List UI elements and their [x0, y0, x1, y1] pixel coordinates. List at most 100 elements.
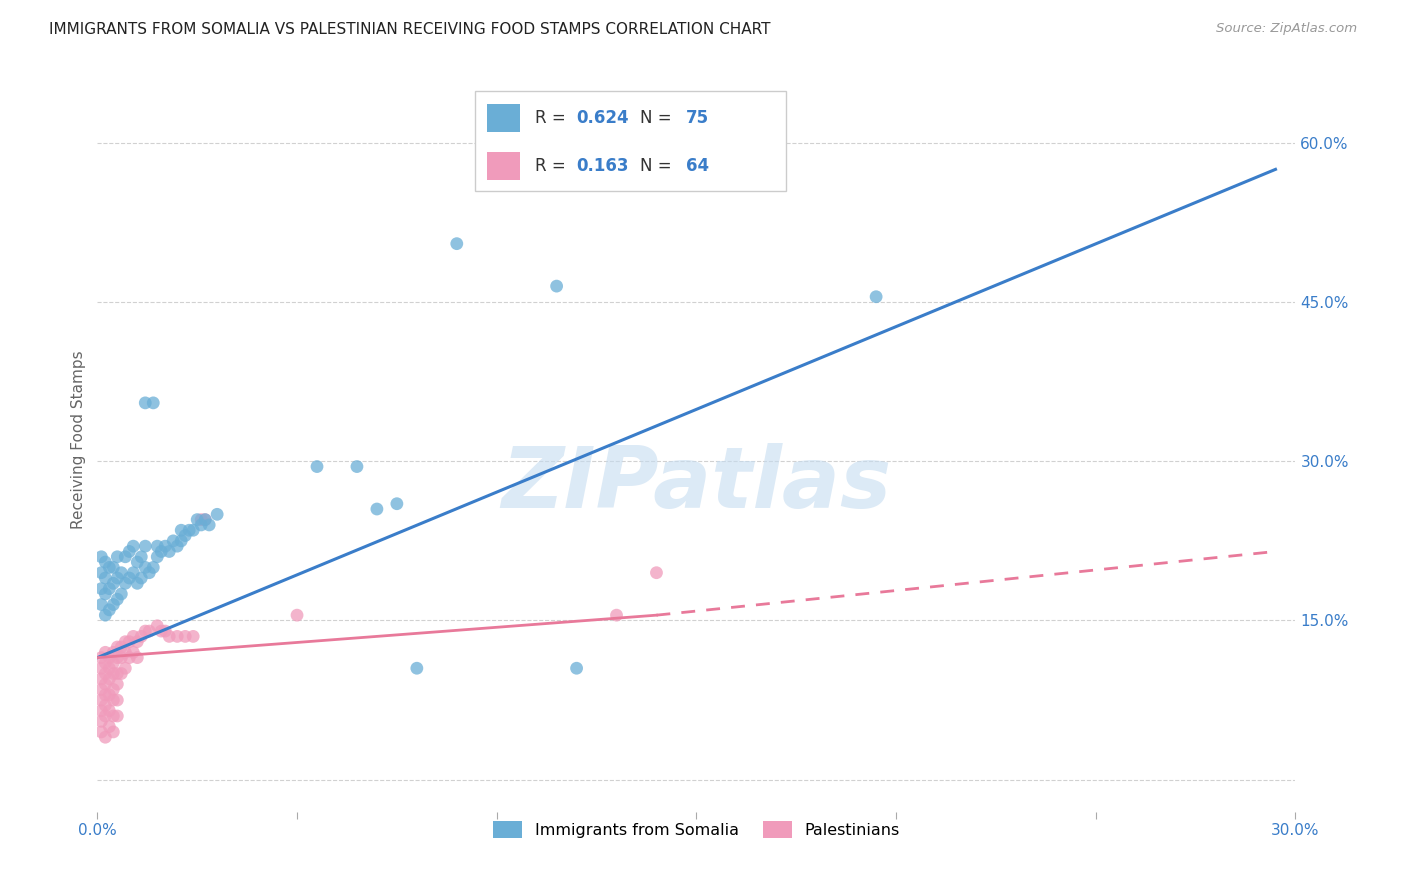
- Text: 0.163: 0.163: [576, 157, 628, 175]
- Point: [110, 587, 132, 601]
- Point: [142, 396, 165, 410]
- Point: [94, 677, 117, 691]
- Point: [90, 598, 112, 612]
- Point: [186, 513, 208, 527]
- Point: [865, 290, 887, 304]
- Point: [105, 677, 128, 691]
- Point: [103, 725, 125, 739]
- Point: [346, 459, 368, 474]
- Point: [146, 539, 169, 553]
- Point: [98, 650, 121, 665]
- Point: [198, 517, 221, 532]
- Point: [105, 650, 128, 665]
- Point: [114, 661, 136, 675]
- Y-axis label: Receiving Food Stamps: Receiving Food Stamps: [72, 351, 86, 529]
- Point: [114, 634, 136, 648]
- Point: [98, 672, 121, 686]
- Point: [94, 730, 117, 744]
- Point: [190, 513, 212, 527]
- Point: [90, 725, 112, 739]
- Point: [285, 608, 308, 623]
- Point: [205, 508, 228, 522]
- Point: [94, 608, 117, 623]
- Point: [142, 560, 165, 574]
- Point: [105, 549, 128, 564]
- Point: [405, 661, 427, 675]
- Point: [105, 666, 128, 681]
- Point: [94, 645, 117, 659]
- Point: [181, 523, 204, 537]
- Point: [110, 650, 132, 665]
- Point: [134, 539, 156, 553]
- Point: [90, 704, 112, 718]
- FancyBboxPatch shape: [486, 104, 520, 132]
- Point: [98, 688, 121, 702]
- Point: [94, 587, 117, 601]
- Point: [127, 650, 149, 665]
- Point: [179, 523, 201, 537]
- Point: [305, 459, 328, 474]
- Text: R =: R =: [534, 157, 571, 175]
- Point: [546, 279, 568, 293]
- Point: [105, 571, 128, 585]
- Point: [565, 661, 588, 675]
- Point: [122, 539, 145, 553]
- Point: [103, 656, 125, 670]
- Point: [170, 523, 193, 537]
- Point: [122, 566, 145, 580]
- FancyBboxPatch shape: [475, 91, 786, 191]
- Point: [103, 598, 125, 612]
- Point: [105, 640, 128, 654]
- Point: [170, 533, 193, 548]
- Text: IMMIGRANTS FROM SOMALIA VS PALESTINIAN RECEIVING FOOD STAMPS CORRELATION CHART: IMMIGRANTS FROM SOMALIA VS PALESTINIAN R…: [49, 22, 770, 37]
- Point: [105, 592, 128, 607]
- Point: [90, 650, 112, 665]
- Point: [98, 661, 121, 675]
- Point: [118, 634, 141, 648]
- Point: [122, 629, 145, 643]
- Point: [94, 698, 117, 713]
- Text: Source: ZipAtlas.com: Source: ZipAtlas.com: [1216, 22, 1357, 36]
- Point: [103, 576, 125, 591]
- Point: [129, 571, 152, 585]
- Point: [134, 396, 156, 410]
- Point: [90, 682, 112, 697]
- Point: [90, 582, 112, 596]
- Text: 75: 75: [686, 110, 709, 128]
- Point: [94, 666, 117, 681]
- Point: [110, 566, 132, 580]
- Point: [127, 555, 149, 569]
- Point: [174, 528, 197, 542]
- Point: [157, 629, 180, 643]
- Point: [645, 566, 668, 580]
- Point: [103, 666, 125, 681]
- Point: [110, 640, 132, 654]
- Point: [105, 693, 128, 707]
- Point: [118, 650, 141, 665]
- Point: [90, 549, 112, 564]
- Point: [118, 571, 141, 585]
- Point: [94, 555, 117, 569]
- Point: [105, 709, 128, 723]
- Point: [150, 544, 173, 558]
- Legend: Immigrants from Somalia, Palestinians: Immigrants from Somalia, Palestinians: [486, 815, 905, 845]
- Point: [150, 624, 173, 638]
- Point: [122, 645, 145, 659]
- Point: [94, 709, 117, 723]
- Point: [194, 513, 217, 527]
- Point: [90, 566, 112, 580]
- Point: [134, 624, 156, 638]
- Point: [114, 549, 136, 564]
- Point: [103, 682, 125, 697]
- Text: 64: 64: [686, 157, 709, 175]
- Point: [98, 582, 121, 596]
- Point: [103, 693, 125, 707]
- Point: [98, 704, 121, 718]
- Point: [127, 634, 149, 648]
- Point: [129, 629, 152, 643]
- Point: [385, 497, 408, 511]
- Point: [146, 619, 169, 633]
- Text: N =: N =: [640, 157, 676, 175]
- Text: N =: N =: [640, 110, 676, 128]
- Text: 0.624: 0.624: [576, 110, 630, 128]
